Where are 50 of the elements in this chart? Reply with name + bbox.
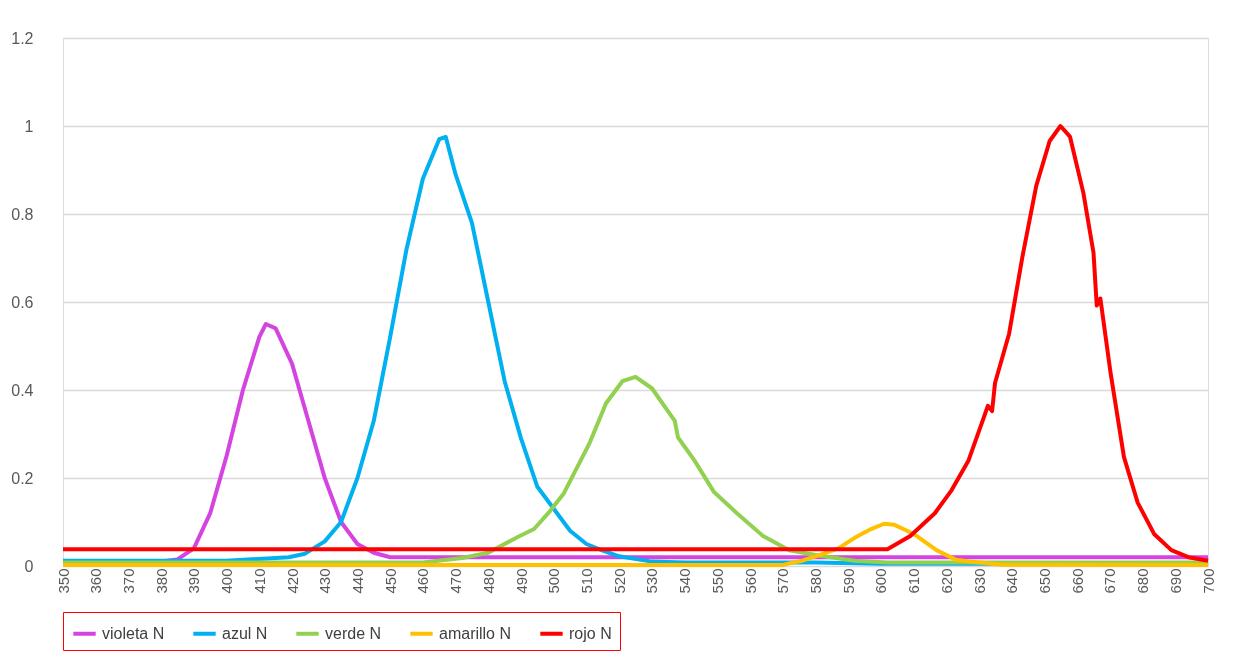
x-tick-label: 500 (545, 568, 563, 594)
x-tick-label: 570 (774, 568, 792, 594)
legend-label: rojo N (569, 624, 612, 642)
x-tick-label: 580 (806, 568, 824, 594)
x-tick-label: 400 (218, 568, 236, 594)
x-tick-label: 510 (577, 568, 595, 594)
y-tick-label: 0.4 (11, 381, 34, 399)
y-tick-label: 1 (24, 117, 34, 135)
x-tick-label: 680 (1134, 568, 1152, 594)
x-tick-label: 550 (708, 568, 726, 594)
x-tick-label: 590 (839, 568, 857, 594)
legend-label: azul N (222, 624, 268, 642)
x-tick-label: 670 (1101, 568, 1119, 594)
x-tick-label: 450 (381, 568, 399, 594)
x-tick-label: 620 (937, 568, 955, 594)
y-tick-label: 0 (24, 557, 34, 575)
x-tick-label: 430 (316, 568, 334, 594)
y-tick-label: 0.2 (11, 469, 34, 487)
x-tick-label: 700 (1199, 568, 1217, 594)
x-tick-label: 410 (250, 568, 268, 594)
x-tick-label: 690 (1166, 568, 1184, 594)
x-tick-label: 520 (610, 568, 628, 594)
legend-label: verde N (325, 624, 382, 642)
x-tick-label: 640 (1003, 568, 1021, 594)
y-tick-label: 0.8 (11, 205, 34, 223)
legend-label: violeta N (102, 624, 165, 642)
x-tick-label: 610 (905, 568, 923, 594)
x-tick-label: 350 (54, 568, 72, 594)
x-tick-label: 370 (119, 568, 137, 594)
x-tick-label: 360 (87, 568, 105, 594)
x-tick-label: 470 (447, 568, 465, 594)
line-series (61, 521, 1210, 568)
x-tick-label: 560 (741, 568, 759, 594)
x-tick-label: 660 (1068, 568, 1086, 594)
x-tick-label: 540 (676, 568, 694, 594)
x-tick-label: 380 (152, 568, 170, 594)
x-tick-label: 420 (283, 568, 301, 594)
x-tick-label: 440 (348, 568, 366, 594)
x-tick-label: 490 (512, 568, 530, 594)
x-tick-label: 650 (1035, 568, 1053, 594)
x-tick-label: 630 (970, 568, 988, 594)
line-series (61, 374, 1210, 565)
legend-label: amarillo N (439, 624, 512, 642)
x-tick-label: 460 (414, 568, 432, 594)
x-tick-label: 530 (643, 568, 661, 594)
y-tick-label: 1.2 (11, 29, 34, 47)
x-tick-label: 600 (872, 568, 890, 594)
y-tick-label: 0.6 (11, 293, 34, 311)
x-tick-label: 480 (479, 568, 497, 594)
x-tick-label: 390 (185, 568, 203, 594)
